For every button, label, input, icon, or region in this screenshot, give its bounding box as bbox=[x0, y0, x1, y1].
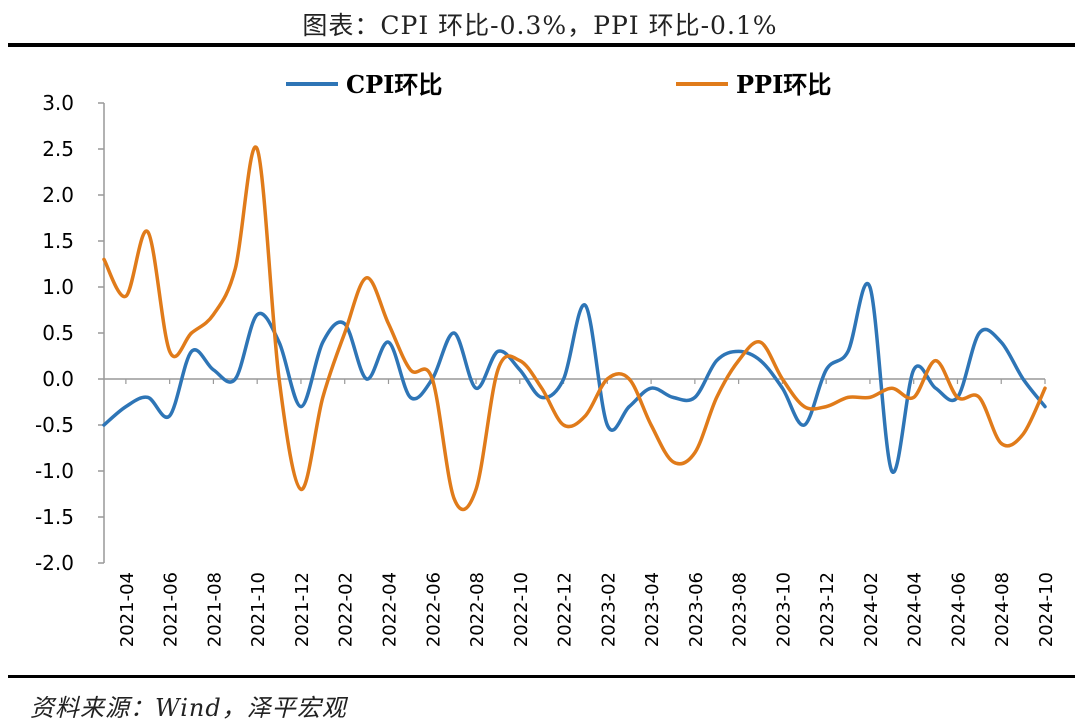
x-tick-label: 2021-12 bbox=[292, 572, 313, 647]
x-tick-label: 2022-10 bbox=[511, 572, 532, 647]
x-tick-label: 2021-10 bbox=[248, 572, 269, 647]
y-tick-label: -1.0 bbox=[35, 459, 74, 483]
series-line-ppi bbox=[102, 145, 1047, 512]
source-note: 资料来源：Wind，泽平宏观 bbox=[30, 694, 347, 722]
y-tick-label: 2.5 bbox=[42, 137, 74, 161]
series-lines bbox=[102, 145, 1047, 512]
y-tick-label: 3.0 bbox=[42, 91, 74, 115]
top-rule bbox=[8, 43, 1075, 47]
y-tick-label: -1.5 bbox=[35, 505, 74, 529]
x-tick-label: 2022-06 bbox=[423, 572, 444, 647]
y-axis-ticks: 3.0 2.5 2.0 1.5 1.0 0.5 0.0 -0.5 -1.0 -1.5 -2.0 bbox=[35, 91, 104, 575]
line-chart: 3.0 2.5 2.0 1.5 1.0 0.5 0.0 -0.5 -1.0 -1.5 -2.0 20… bbox=[35, 70, 1057, 647]
y-tick-label: 0.5 bbox=[42, 321, 74, 345]
x-tick-label: 2023-06 bbox=[686, 572, 707, 647]
y-tick-label: 1.5 bbox=[42, 229, 74, 253]
bottom-rule bbox=[8, 675, 1075, 678]
legend: CPI环比 PPI环比 bbox=[286, 70, 831, 99]
x-tick-label: 2023-08 bbox=[730, 572, 751, 647]
y-tick-label: -2.0 bbox=[35, 551, 74, 575]
x-tick-label: 2022-08 bbox=[467, 572, 488, 647]
x-axis-ticks: 2021-04 2021-06 2021-08 2021-10 2021-12 2022-… bbox=[117, 379, 1057, 647]
legend-label-cpi: CPI环比 bbox=[346, 70, 442, 99]
x-tick-label: 2022-04 bbox=[379, 572, 400, 647]
x-tick-label: 2023-10 bbox=[773, 572, 794, 647]
chart-title: 图表：CPI 环比-0.3%，PPI 环比-0.1% bbox=[302, 11, 778, 40]
x-tick-label: 2023-04 bbox=[642, 572, 663, 647]
x-tick-label: 2021-04 bbox=[117, 572, 138, 647]
x-tick-label: 2021-06 bbox=[161, 572, 182, 647]
y-tick-label: 1.0 bbox=[42, 275, 74, 299]
legend-label-ppi: PPI环比 bbox=[736, 70, 831, 99]
x-tick-label: 2023-02 bbox=[598, 572, 619, 647]
x-tick-label: 2023-12 bbox=[817, 572, 838, 647]
x-tick-label: 2022-02 bbox=[336, 572, 357, 647]
x-tick-label: 2024-10 bbox=[1036, 572, 1057, 647]
series-line-cpi bbox=[102, 281, 1047, 474]
y-tick-label: 2.0 bbox=[42, 183, 74, 207]
y-tick-label: -0.5 bbox=[35, 413, 74, 437]
x-tick-label: 2024-04 bbox=[905, 572, 926, 647]
x-tick-label: 2024-06 bbox=[948, 572, 969, 647]
x-tick-label: 2024-02 bbox=[861, 572, 882, 647]
y-tick-label: 0.0 bbox=[42, 367, 74, 391]
x-tick-label: 2024-08 bbox=[992, 572, 1013, 647]
x-tick-label: 2021-08 bbox=[204, 572, 225, 647]
x-tick-label: 2022-12 bbox=[555, 572, 576, 647]
